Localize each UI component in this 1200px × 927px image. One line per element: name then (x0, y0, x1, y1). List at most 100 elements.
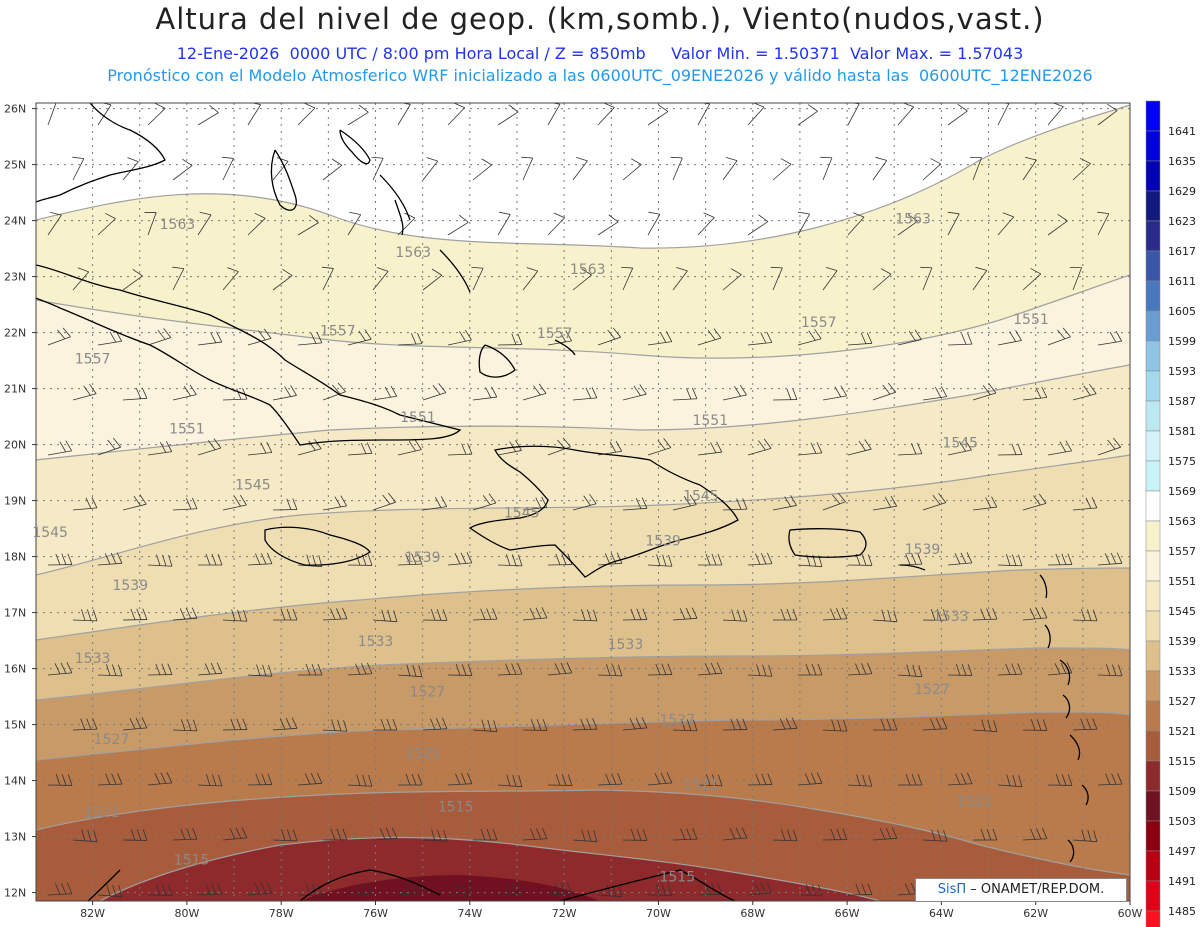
wind-barb (722, 156, 738, 181)
contour-label: 1563 (570, 262, 606, 278)
wind-barb (747, 103, 765, 126)
wind-barb (969, 156, 982, 181)
wind-barb (144, 212, 157, 236)
wind-barb (1022, 719, 1048, 731)
lon-label: 72W (552, 907, 577, 920)
wind-barb (697, 212, 715, 236)
wind-barb (797, 104, 818, 126)
colorbar-label: 1497 (1168, 845, 1196, 858)
wind-barb (147, 772, 173, 786)
wind-barb (197, 662, 223, 676)
wind-barb (1047, 440, 1072, 456)
wind-barb (97, 884, 123, 898)
contour-label: 1515 (174, 853, 210, 869)
wind-barb (572, 268, 592, 291)
wind-barb (47, 662, 73, 676)
wind-barb (347, 883, 373, 896)
wind-barb (772, 717, 798, 731)
wind-barb (1022, 268, 1042, 291)
wind-barb (197, 331, 223, 346)
wind-barb (1047, 327, 1071, 346)
cuba-coast (36, 264, 462, 446)
wind-barb (372, 492, 397, 511)
wind-barb (347, 211, 362, 236)
wind-barb (1097, 437, 1122, 456)
wind-barb (922, 493, 947, 511)
bahamas-eleuthera (339, 129, 371, 165)
wind-barb (298, 663, 323, 676)
wind-barb (1097, 211, 1110, 236)
wind-barb (473, 828, 498, 841)
wind-barb (722, 268, 742, 291)
wind-barb (172, 607, 198, 621)
wind-barb (447, 884, 473, 897)
wind-barb (872, 827, 898, 841)
wind-barb (297, 438, 322, 456)
wind-barb (197, 774, 223, 787)
wind-barb (197, 211, 212, 236)
wind-barb (647, 772, 673, 786)
wind-barb (72, 718, 98, 731)
contour-label: 1539 (645, 533, 681, 549)
wind-barb (747, 882, 773, 896)
wind-barb (947, 439, 972, 456)
wind-barb (622, 384, 647, 401)
wind-barb (1097, 103, 1118, 126)
wind-barb (247, 212, 266, 236)
wind-barb (1047, 214, 1068, 236)
lat-label: 19N (4, 495, 26, 508)
wind-barb (572, 493, 597, 511)
wind-barb (872, 268, 892, 291)
wind-barb (872, 382, 897, 401)
wind-barb (747, 214, 769, 236)
wind-barb (572, 829, 598, 843)
wind-barb (770, 266, 783, 291)
wind-barb (122, 269, 143, 291)
chart-title: Altura del nivel de geop. (km,somb.), Vi… (155, 2, 1045, 36)
wind-barb (422, 717, 448, 731)
lat-label: 26N (4, 103, 26, 116)
wind-barb (772, 829, 798, 842)
wind-barb (772, 158, 792, 181)
wind-barb (597, 214, 619, 236)
wind-barb (922, 829, 948, 842)
wind-barb (472, 719, 498, 733)
wind-barb (697, 774, 723, 787)
colorbar-swatch (1145, 460, 1161, 492)
wind-barb (147, 441, 173, 456)
credit-text: – ONAMET/REP.DOM. (966, 882, 1105, 897)
wind-barb (72, 609, 98, 622)
wind-barb (347, 774, 373, 787)
contour-label: 1545 (942, 435, 978, 451)
wind-barb (321, 266, 334, 291)
colorbar-swatch (1145, 430, 1161, 462)
wind-barb (172, 719, 198, 732)
wind-barb (572, 157, 588, 181)
wind-barb (247, 441, 273, 456)
lat-label: 20N (4, 439, 26, 452)
wind-barb (972, 496, 998, 511)
contour-label: 1551 (400, 410, 436, 426)
bahamas-andros (270, 149, 297, 211)
wind-barb (922, 386, 948, 401)
wind-barb (97, 773, 123, 786)
plot-frame (35, 102, 1131, 902)
chart-subtitle-model: Pronóstico con el Modelo Atmosferico WRF… (107, 66, 1093, 85)
wind-barb (647, 211, 661, 236)
wind-barb (973, 828, 998, 841)
wind-barb (897, 664, 923, 678)
wind-barb (1022, 607, 1048, 621)
wind-barb (522, 827, 548, 841)
puerto-rico-coast (788, 528, 867, 558)
wind-barb (647, 884, 673, 896)
wind-barb (72, 383, 97, 401)
wind-barb (272, 717, 298, 731)
wind-barb (621, 266, 634, 291)
wind-barb (97, 437, 122, 456)
wind-barb (347, 662, 373, 676)
contour-label: 1533 (933, 609, 969, 625)
florida-coast (36, 103, 166, 203)
wind-barb (1047, 774, 1073, 786)
wind-barb (847, 439, 872, 456)
wind-barb (397, 439, 422, 456)
